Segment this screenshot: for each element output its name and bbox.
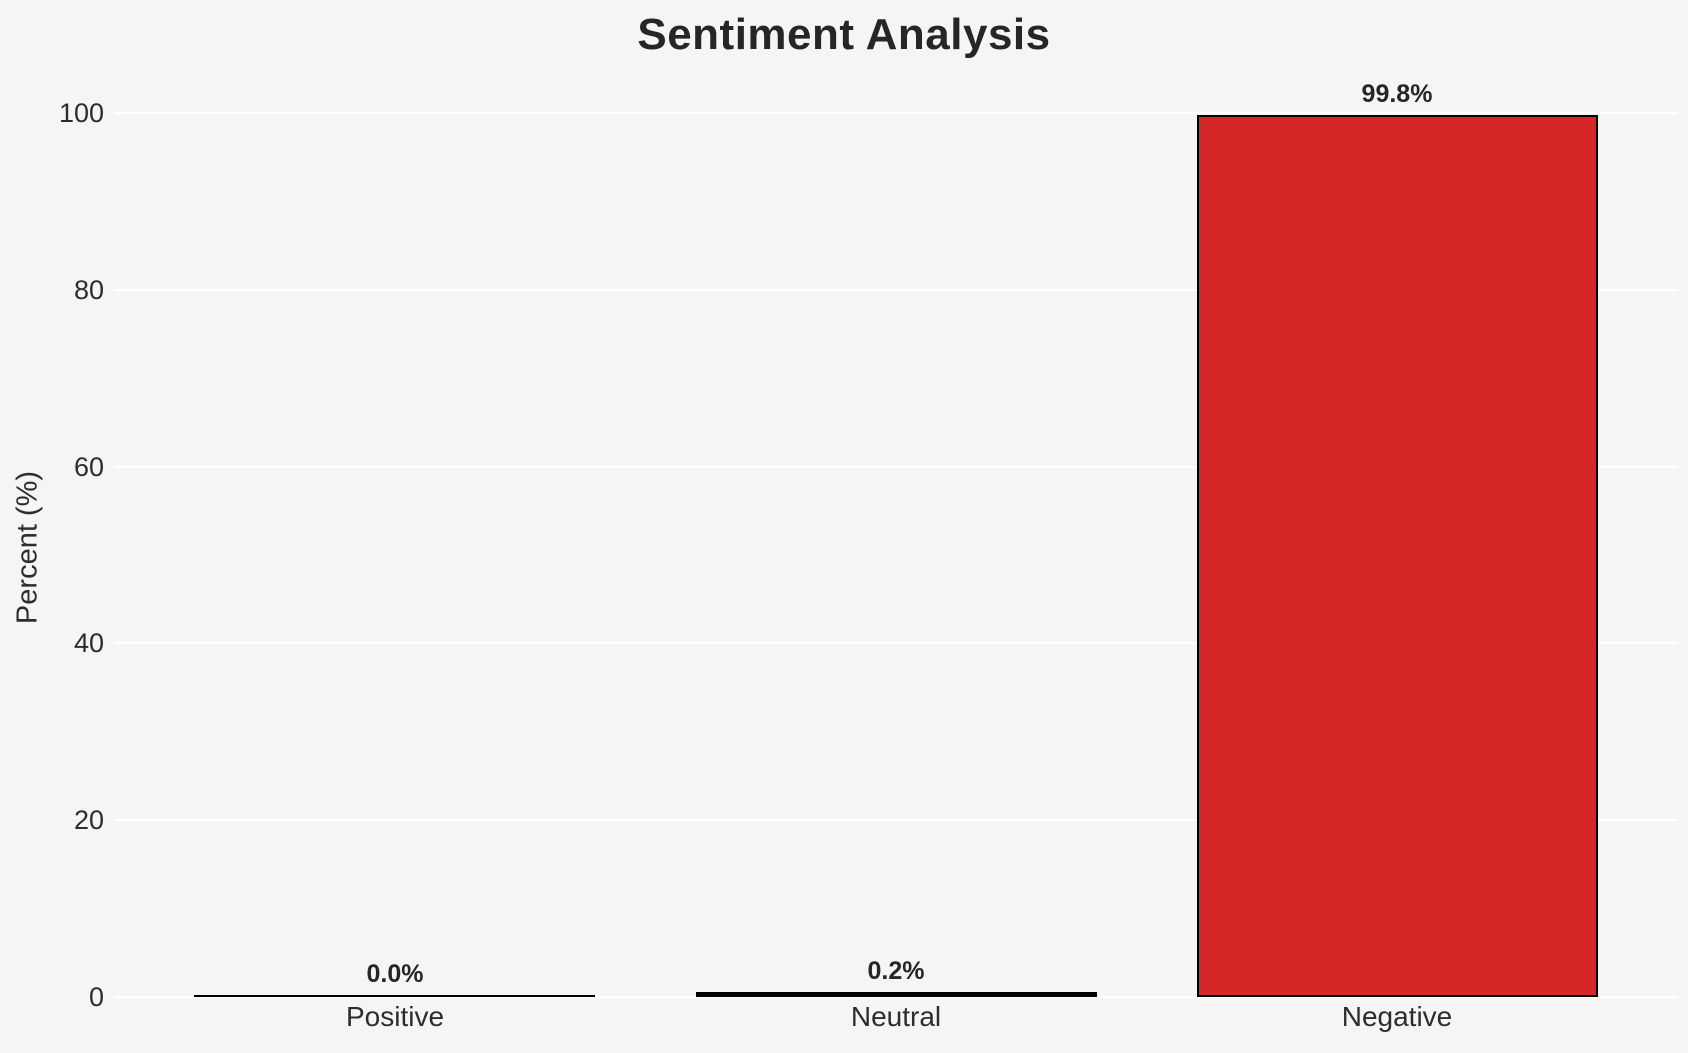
y-tick-label-100: 100 [58, 98, 104, 128]
y-tick-label-20: 20 [73, 805, 104, 835]
gridline-60 [114, 465, 1678, 468]
y-tick-label-80: 80 [73, 275, 104, 305]
plot-area [114, 112, 1678, 998]
gridline-20 [114, 819, 1678, 822]
x-category-label-negative: Negative [1341, 1001, 1453, 1032]
chart-title: Sentiment Analysis [637, 10, 1051, 59]
x-category-label-neutral: Neutral [850, 1001, 942, 1032]
gridline-0 [114, 996, 1678, 998]
bar-positive [194, 995, 595, 997]
bar-negative [1197, 115, 1598, 997]
bar-value-label-negative: 99.8% [1361, 80, 1433, 108]
y-tick-label-60: 60 [73, 452, 104, 482]
gridline-40 [114, 642, 1678, 645]
bar-value-label-neutral: 0.2% [867, 957, 925, 985]
y-axis-label: Percent (%) [11, 470, 44, 625]
gridline-80 [114, 288, 1678, 291]
x-category-label-positive: Positive [345, 1001, 445, 1032]
gridline-100 [114, 112, 1678, 114]
bar-value-label-positive: 0.0% [366, 960, 424, 988]
y-tick-label-0: 0 [88, 982, 104, 1012]
bar-neutral [696, 992, 1097, 997]
y-tick-label-40: 40 [73, 628, 104, 658]
